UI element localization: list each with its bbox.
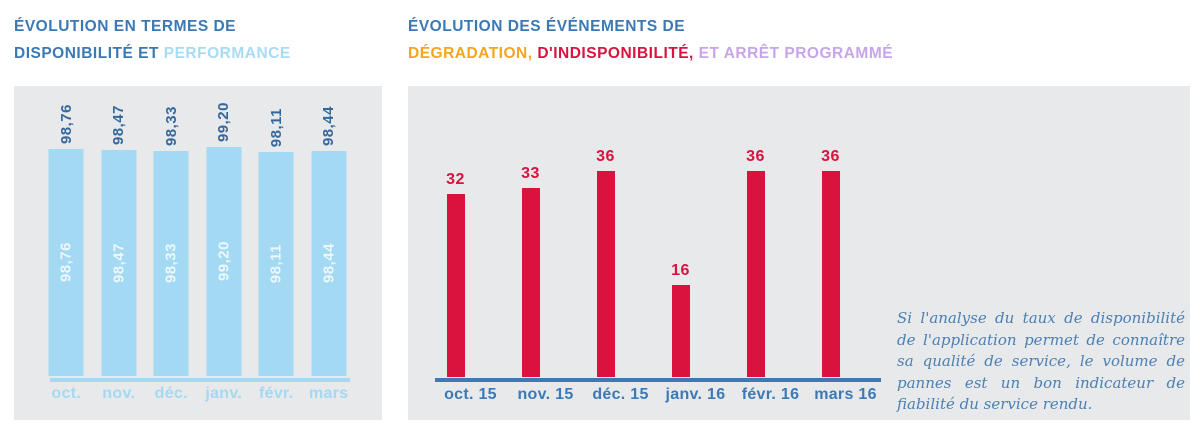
availability-bar-column: 98,76 98,76 (40, 104, 93, 376)
events-title-indisponibilite: D'INDISPONIBILITÉ, (537, 45, 694, 62)
bar-inner-label: 98,76 (57, 242, 75, 283)
bar-value-label: 36 (746, 148, 765, 165)
events-chart-panel: 32 33 36 16 36 36 oct. 15 nov. 15 déc. 15 janv. … (408, 86, 1190, 420)
x-axis-label: oct. 15 (444, 386, 497, 403)
bar-inner-label-wrap: 98,33 (154, 151, 189, 376)
bar-inner-label: 99,20 (215, 241, 233, 282)
events-bar-column: 16 (658, 171, 733, 377)
bar-value-label: 99,20 (215, 101, 233, 142)
analysis-note: Si l'analyse du taux de disponibilité de… (897, 309, 1185, 413)
availability-bar-column: 98,33 98,33 (145, 106, 198, 376)
events-bar-column: 36 (583, 148, 658, 377)
x-axis-label: nov. 15 (517, 386, 574, 403)
availability-bar: 99,20 (206, 147, 242, 376)
availability-x-labels: oct. nov. déc. janv. févr. mars (40, 385, 355, 403)
bar-wrap (658, 285, 703, 377)
bar-value-label-wrap: 98,33 (145, 106, 198, 146)
x-axis-label: déc. 15 (592, 386, 649, 403)
bar-inner-label-wrap: 98,44 (311, 151, 346, 376)
x-axis-label: janv. 16 (665, 386, 726, 403)
availability-title-line2-dark: DISPONIBILITÉ ET (14, 45, 159, 62)
bar-inner-label: 98,47 (110, 242, 128, 284)
events-bar-column: 36 (808, 148, 883, 377)
bar-wrap (733, 171, 778, 377)
bar-value-label-wrap: 32 (433, 171, 478, 189)
bar-value-label-wrap: 16 (658, 262, 703, 280)
bar-value-label: 16 (671, 262, 690, 279)
bar-value-label: 36 (596, 148, 615, 165)
availability-chart-title: ÉVOLUTION EN TERMES DE DISPONIBILITÉ ET … (14, 13, 291, 67)
bar-value-label: 98,76 (57, 103, 75, 144)
bar-inner-label: 98,11 (267, 244, 285, 284)
events-bar (821, 171, 840, 377)
availability-title-line1: ÉVOLUTION EN TERMES DE (14, 18, 236, 35)
x-axis-label: mars 16 (814, 386, 877, 403)
bar-value-label: 98,44 (320, 105, 338, 146)
bar-value-label-wrap: 98,76 (40, 104, 93, 144)
x-axis-label: oct. (51, 385, 82, 402)
events-title-line2: DÉGRADATION, D'INDISPONIBILITÉ, ET ARRÊT… (408, 40, 893, 67)
events-axis-line (435, 378, 881, 382)
bar-value-label: 33 (521, 165, 540, 182)
events-bar (596, 171, 615, 377)
availability-bar-column: 98,11 98,11 (250, 108, 303, 376)
bar-value-label-wrap: 36 (583, 148, 628, 166)
bar-value-label-wrap: 98,44 (303, 106, 356, 146)
bar-value-label: 36 (821, 148, 840, 165)
bar-inner-label: 98,44 (320, 243, 338, 284)
availability-bar: 98,11 (258, 152, 294, 376)
availability-bar: 98,47 (101, 150, 137, 376)
availability-bar: 98,44 (311, 151, 347, 376)
x-axis-label: mars (309, 385, 349, 402)
bar-inner-label-wrap: 99,20 (206, 147, 241, 376)
events-x-labels: oct. 15 nov. 15 déc. 15 janv. 16 févr. 16 mar… (433, 386, 883, 404)
events-bar-column: 36 (733, 148, 808, 377)
events-plot: 32 33 36 16 36 36 (433, 148, 883, 377)
x-axis-label: déc. (154, 385, 188, 402)
bar-value-label: 98,11 (267, 107, 285, 147)
bar-value-label-wrap: 33 (508, 165, 553, 183)
bar-wrap (808, 171, 853, 377)
events-title-degradation: DÉGRADATION, (408, 45, 533, 62)
events-bar (671, 285, 690, 377)
x-axis-label: nov. (102, 385, 136, 402)
bar-value-label-wrap: 98,11 (250, 108, 303, 147)
bar-inner-label: 98,33 (162, 243, 180, 284)
events-chart-title: ÉVOLUTION DES ÉVÉNEMENTS DE DÉGRADATION,… (408, 13, 893, 67)
x-axis-label: févr. (259, 385, 294, 402)
bar-value-label: 98,47 (110, 104, 128, 145)
bar-value-label-wrap: 36 (808, 148, 853, 166)
bar-wrap (508, 188, 553, 377)
bar-wrap (583, 171, 628, 377)
events-title-line1: ÉVOLUTION DES ÉVÉNEMENTS DE (408, 18, 686, 35)
availability-title-line2-light: PERFORMANCE (163, 45, 291, 62)
events-bar (521, 188, 540, 377)
availability-bar-column: 99,20 99,20 (198, 102, 251, 376)
bar-value-label-wrap: 98,47 (93, 105, 146, 145)
bar-inner-label-wrap: 98,11 (259, 152, 294, 376)
availability-bar-column: 98,47 98,47 (93, 105, 146, 376)
events-bar (446, 194, 465, 377)
availability-bar: 98,33 (153, 151, 189, 376)
availability-chart-panel: 98,76 98,76 98,47 98,47 98,33 98,33 99,20 99,20… (14, 86, 382, 420)
bar-value-label: 98,33 (162, 105, 180, 146)
availability-title-line2: DISPONIBILITÉ ET PERFORMANCE (14, 40, 291, 67)
bar-wrap (433, 194, 478, 377)
bar-value-label-wrap: 36 (733, 148, 778, 166)
bar-value-label: 32 (446, 171, 465, 188)
bar-value-label-wrap: 99,20 (198, 102, 251, 142)
events-bar (746, 171, 765, 377)
availability-axis-line (50, 378, 350, 382)
bar-inner-label-wrap: 98,76 (49, 149, 84, 376)
bar-inner-label-wrap: 98,47 (101, 150, 136, 376)
x-axis-label: janv. (205, 385, 243, 402)
events-bar-column: 33 (508, 165, 583, 377)
events-title-arret-programme: ET ARRÊT PROGRAMMÉ (698, 45, 894, 62)
x-axis-label: févr. 16 (741, 386, 800, 403)
availability-plot: 98,76 98,76 98,47 98,47 98,33 98,33 99,20 99,20… (40, 102, 356, 376)
availability-bar-column: 98,44 98,44 (303, 106, 356, 376)
availability-bar: 98,76 (48, 149, 84, 376)
events-bar-column: 32 (433, 171, 508, 377)
